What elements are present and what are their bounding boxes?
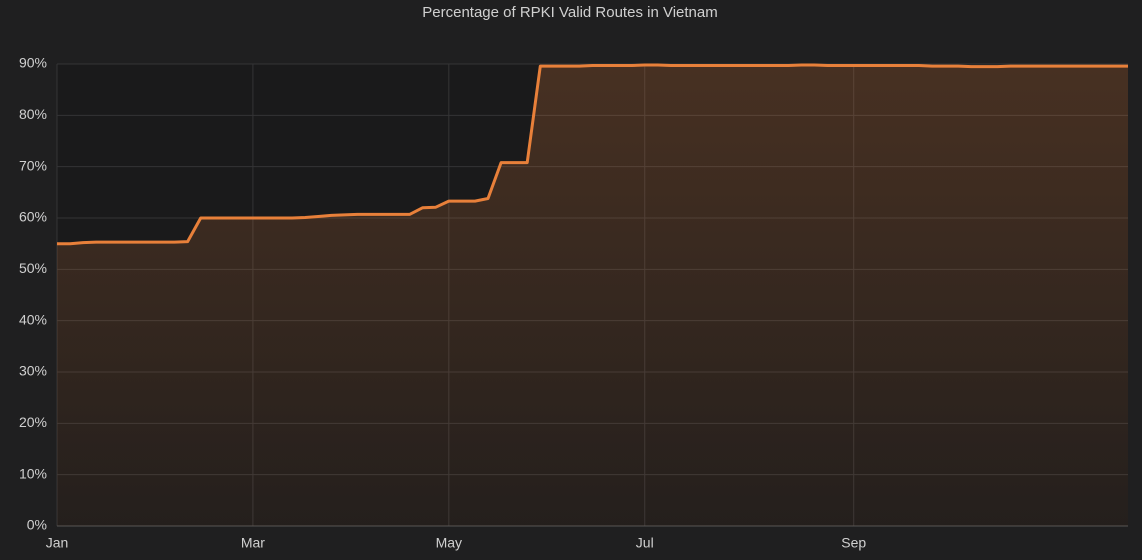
x-tick-label: May: [436, 535, 462, 551]
area: [57, 65, 1128, 526]
x-tick-label: Jan: [46, 535, 69, 551]
chart-title: Percentage of RPKI Valid Routes in Vietn…: [422, 4, 717, 21]
y-tick-label: 60%: [19, 209, 47, 225]
y-tick-label: 20%: [19, 414, 47, 430]
y-tick-label: 30%: [19, 363, 47, 379]
y-tick-label: 50%: [19, 260, 47, 276]
y-tick-label: 80%: [19, 106, 47, 122]
x-tick-label: Jul: [636, 535, 654, 551]
x-tick-label: Sep: [841, 535, 866, 551]
y-tick-label: 40%: [19, 311, 47, 327]
y-tick-label: 10%: [19, 465, 47, 481]
y-tick-label: 70%: [19, 157, 47, 173]
x-tick-label: Mar: [241, 535, 265, 551]
y-tick-label: 0%: [27, 517, 47, 533]
line: [57, 63, 1128, 246]
y-tick-label: 90%: [19, 55, 47, 71]
